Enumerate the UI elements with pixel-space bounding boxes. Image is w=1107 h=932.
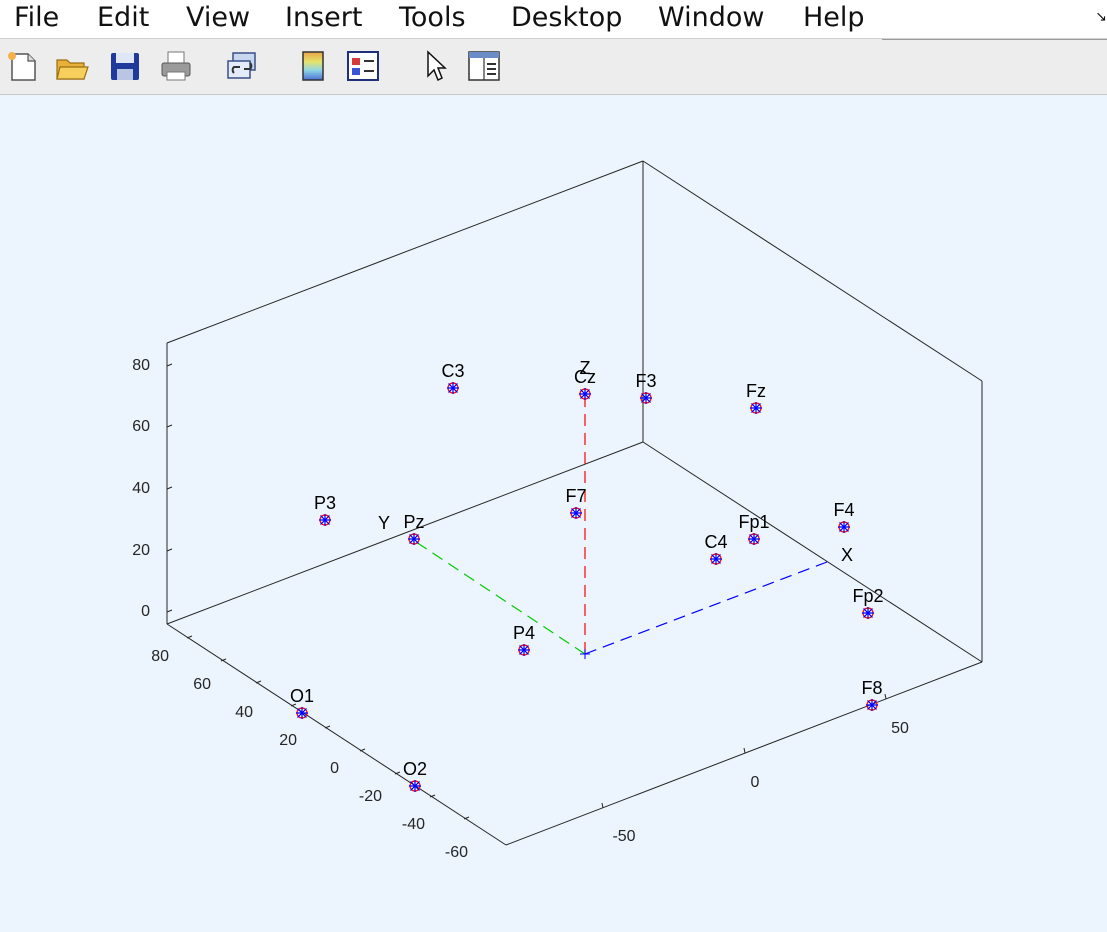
- electrode-label: F4: [833, 500, 854, 520]
- electrode-marker-star: [570, 507, 582, 519]
- legend-icon[interactable]: [345, 49, 381, 83]
- electrode-label: Fp1: [738, 512, 769, 532]
- x-axis-label: X: [841, 545, 853, 565]
- x-tick-label: 0: [751, 774, 760, 791]
- electrode-marker-star: [748, 533, 760, 545]
- electrode-c4: C4: [704, 532, 728, 565]
- electrode-marker-star: [862, 607, 874, 619]
- axes-box: [166, 160, 983, 846]
- x-tick-label: -50: [612, 828, 635, 845]
- y-tick-label: -20: [359, 788, 382, 805]
- electrode-label: Fp2: [852, 586, 883, 606]
- y-tick-label: 60: [193, 676, 211, 693]
- print-icon[interactable]: [158, 49, 194, 83]
- y-tick-label: 40: [235, 704, 253, 721]
- electrode-label: P4: [513, 623, 535, 643]
- x-tick-label: 50: [891, 720, 909, 737]
- electrode-o1: O1: [290, 686, 314, 719]
- edit-plot-pointer-icon[interactable]: [418, 49, 454, 83]
- save-icon[interactable]: [107, 49, 143, 83]
- electrode-fp1: Fp1: [738, 512, 770, 545]
- axes-3d[interactable]: 0 20 40 60 80 80 60 40 20 0 -20 -40 -60 …: [0, 95, 1107, 932]
- electrode-f3: F3: [635, 371, 657, 404]
- dock-figure-icon[interactable]: ↘: [1095, 8, 1107, 24]
- electrode-f4: F4: [833, 500, 855, 533]
- electrode-label: C4: [704, 532, 727, 552]
- electrode-marker-star: [319, 514, 331, 526]
- electrode-f7: F7: [565, 486, 587, 519]
- z-tick-marks: [166, 363, 173, 613]
- property-inspector-icon[interactable]: [466, 49, 502, 83]
- menu-bar: File Edit View Insert Tools Desktop Wind…: [0, 0, 1107, 39]
- electrode-cz: Cz: [574, 367, 596, 400]
- electrode-marker-star: [518, 644, 530, 656]
- menu-view[interactable]: View: [186, 2, 251, 33]
- electrode-label: C3: [441, 361, 464, 381]
- electrode-o2: O2: [403, 759, 427, 792]
- origin-marker: [580, 649, 590, 659]
- menu-tools[interactable]: Tools: [399, 2, 466, 33]
- menu-insert[interactable]: Insert: [285, 2, 363, 33]
- menu-file[interactable]: File: [14, 2, 60, 33]
- electrode-p4: P4: [513, 623, 535, 656]
- new-figure-icon[interactable]: [4, 49, 40, 83]
- link-plot-icon[interactable]: [224, 49, 260, 83]
- y-axis-line: [412, 539, 586, 655]
- menu-edit[interactable]: Edit: [97, 2, 150, 33]
- toolbar-separator: [882, 39, 1107, 40]
- y-tick-label: -60: [445, 844, 468, 861]
- electrode-p3: P3: [314, 493, 336, 526]
- electrode-markers: C3 Cz F3 Fz P3 Pz F7 Fp1 F4 C4 Fp2 P4 O1 F8 O2: [290, 361, 884, 792]
- electrode-marker-star: [408, 533, 420, 545]
- x-tick-marks: [601, 693, 887, 809]
- electrode-pz: Pz: [403, 512, 425, 545]
- electrode-label: F3: [635, 371, 656, 391]
- y-tick-label: -40: [402, 816, 425, 833]
- electrode-marker-star: [710, 553, 722, 565]
- electrode-label: Pz: [403, 512, 424, 532]
- menu-help[interactable]: Help: [803, 2, 865, 33]
- electrode-marker-star: [579, 388, 591, 400]
- electrode-fp2: Fp2: [852, 586, 884, 619]
- electrode-marker-star: [640, 392, 652, 404]
- electrode-label: F8: [861, 678, 882, 698]
- y-axis-label: Y: [378, 513, 390, 533]
- electrode-marker-star: [866, 699, 878, 711]
- z-tick-label: 20: [132, 542, 150, 559]
- colorbar-icon[interactable]: [295, 49, 331, 83]
- y-tick-marks: [186, 635, 470, 820]
- x-axis-line: [584, 561, 828, 655]
- electrode-marker-star: [838, 521, 850, 533]
- electrode-marker-star: [409, 780, 421, 792]
- menu-window[interactable]: Window: [658, 2, 765, 33]
- electrode-label: O2: [403, 759, 427, 779]
- z-tick-label: 60: [132, 418, 150, 435]
- open-file-icon[interactable]: [54, 49, 90, 83]
- electrode-marker-star: [750, 402, 762, 414]
- electrode-marker-star: [296, 707, 308, 719]
- z-axis-label: Z: [580, 358, 591, 378]
- electrode-label: F7: [565, 486, 586, 506]
- z-tick-label: 80: [132, 357, 150, 374]
- menu-desktop[interactable]: Desktop: [511, 2, 623, 33]
- y-tick-label: 0: [330, 760, 339, 777]
- z-tick-label: 0: [141, 603, 150, 620]
- z-tick-label: 40: [132, 480, 150, 497]
- electrode-marker-star: [447, 382, 459, 394]
- electrode-c3: C3: [441, 361, 465, 394]
- figure-toolbar: [0, 39, 1107, 95]
- electrode-label: O1: [290, 686, 314, 706]
- y-tick-label: 20: [279, 732, 297, 749]
- electrode-f8: F8: [861, 678, 883, 711]
- y-tick-label: 80: [151, 648, 169, 665]
- electrode-fz: Fz: [746, 381, 766, 414]
- electrode-label: P3: [314, 493, 336, 513]
- electrode-label: Cz: [574, 367, 596, 387]
- electrode-label: Fz: [746, 381, 766, 401]
